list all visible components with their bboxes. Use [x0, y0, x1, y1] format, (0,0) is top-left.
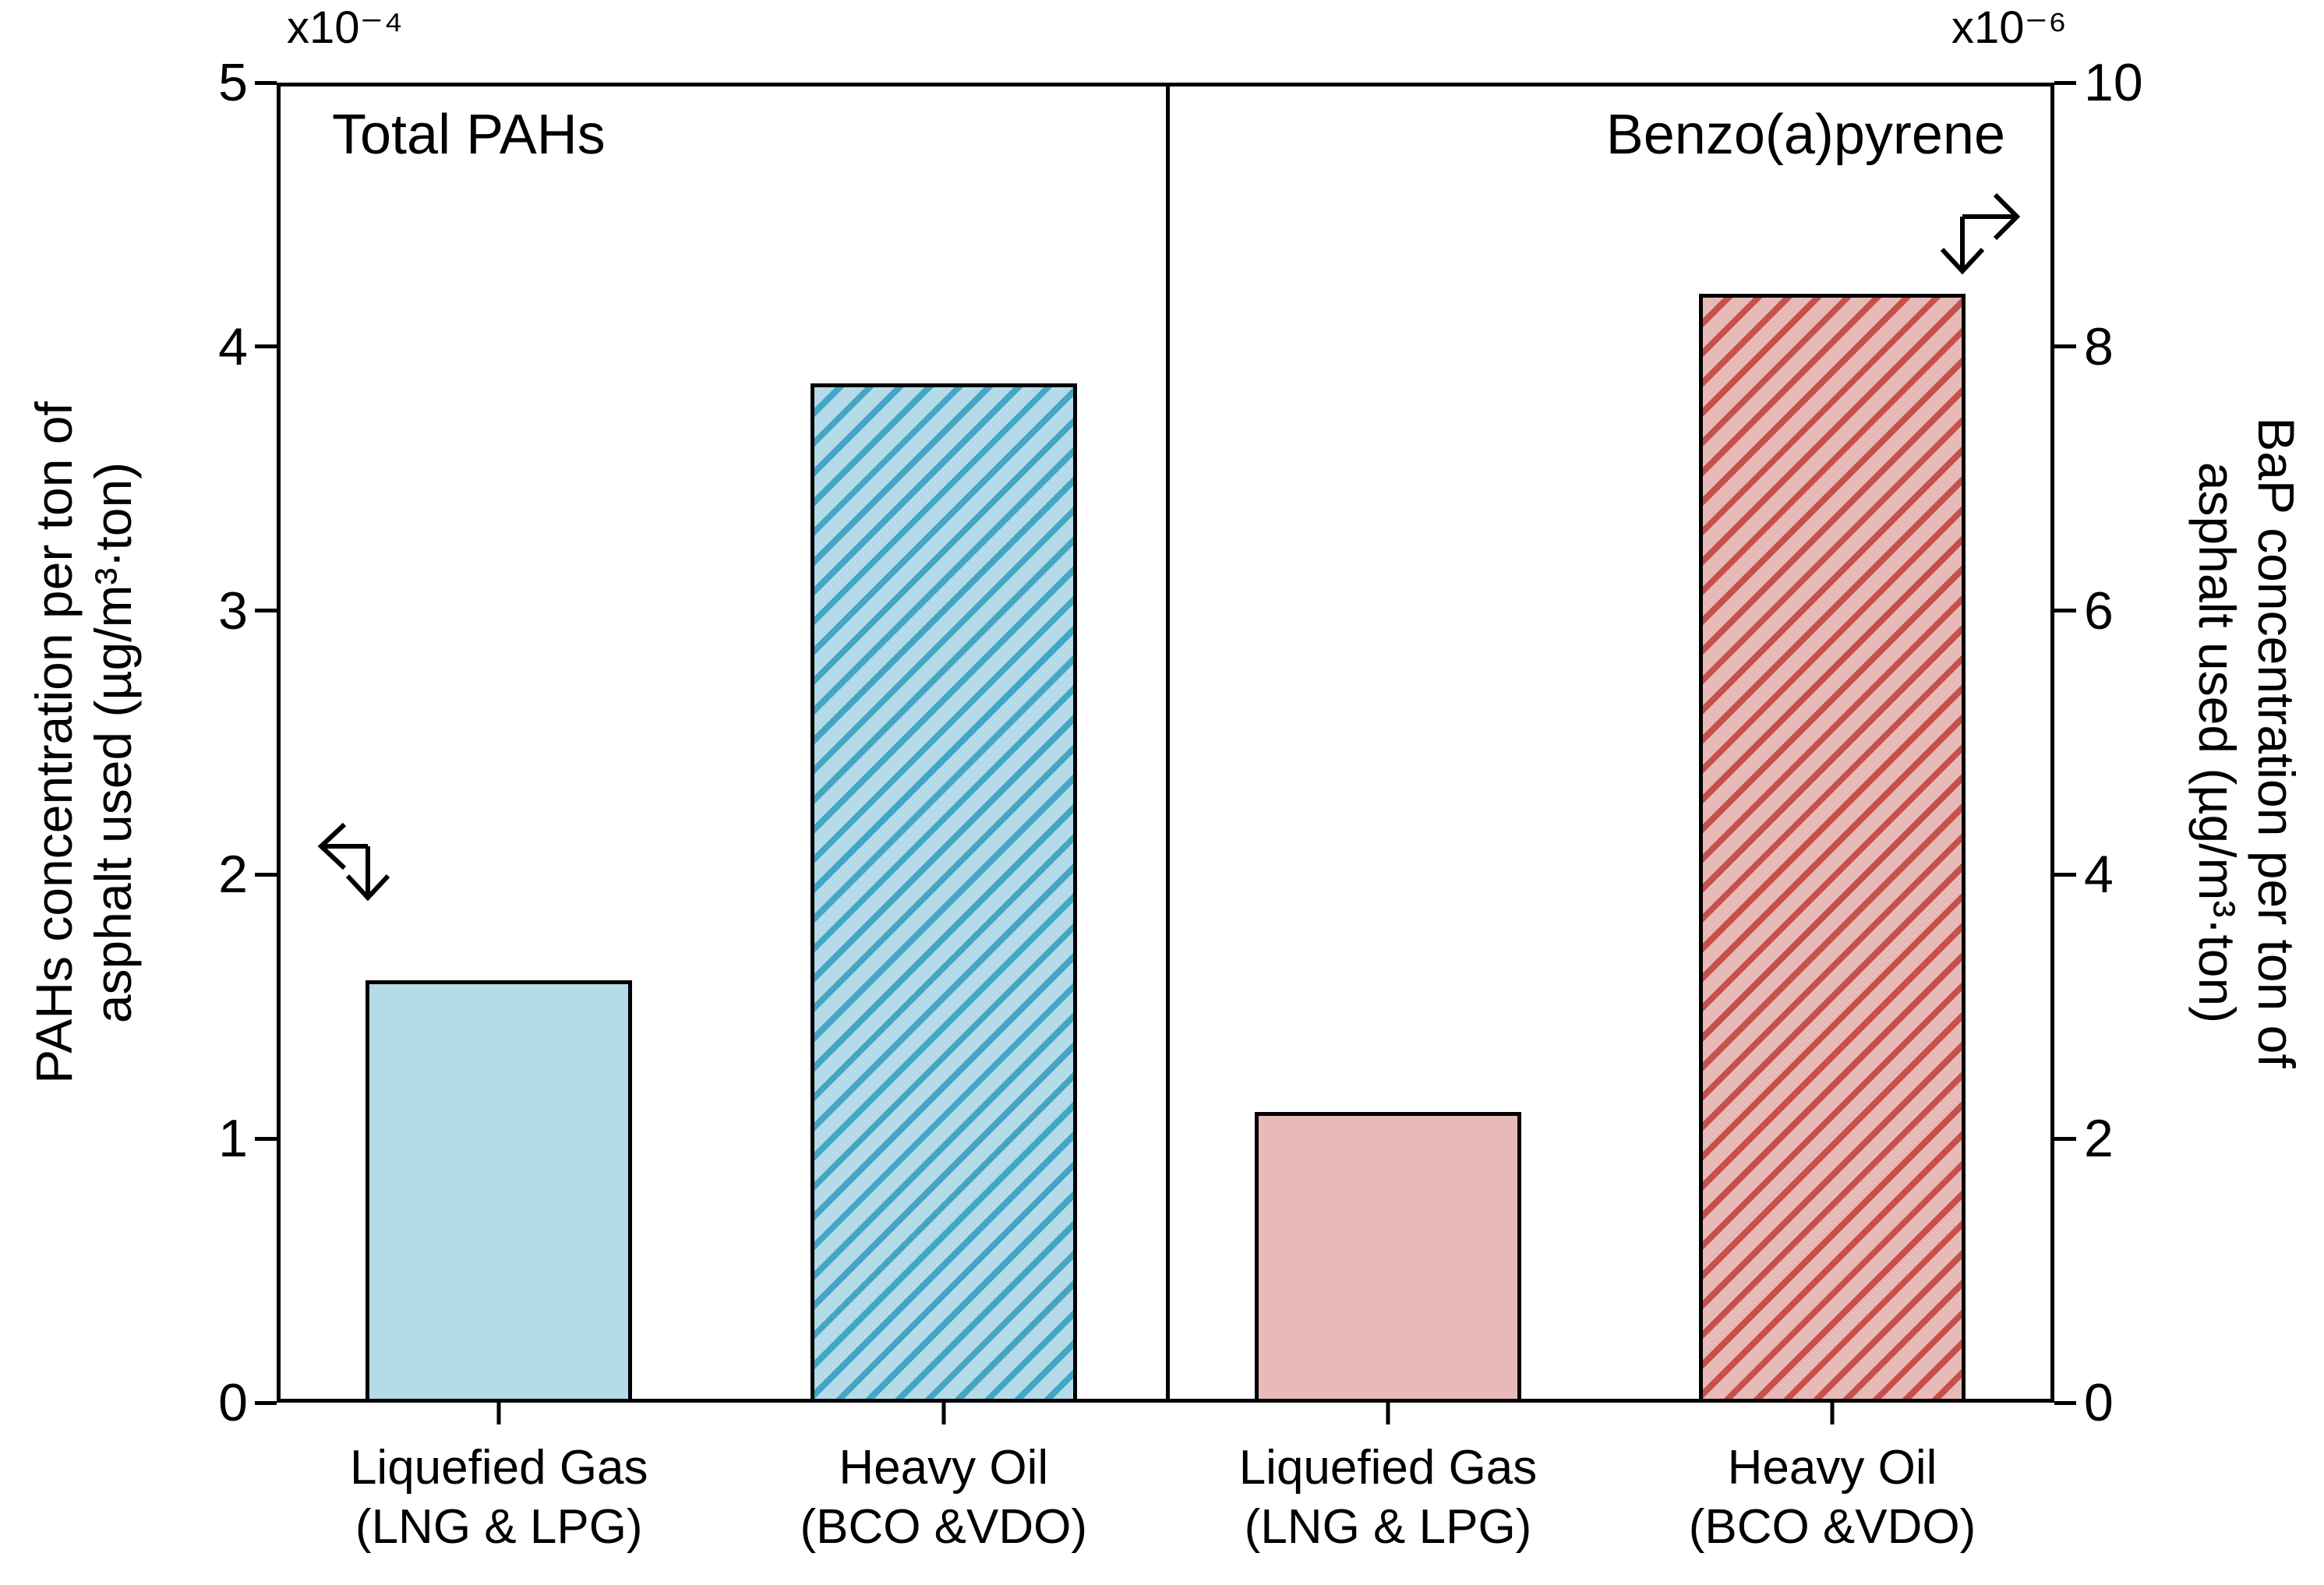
right-axis-tick-label: 6: [2084, 581, 2114, 641]
left-panel-title: Total PAHs: [332, 104, 606, 166]
x-axis-tick: [1830, 1403, 1835, 1424]
category-label-line2: (LNG & LPG): [355, 1500, 643, 1554]
right-axis-tick: [2054, 80, 2076, 85]
left-axis-tick-label: 1: [218, 1109, 248, 1169]
bar-benzo-a-pyrene-2: [1699, 294, 1966, 1403]
right-axis-tick: [2054, 344, 2076, 349]
panel-divider: [1166, 86, 1170, 1399]
left-axis-tick-label: 4: [218, 316, 248, 376]
right-axis-tick: [2054, 609, 2076, 613]
x-axis-tick: [1386, 1403, 1390, 1424]
left-axis-tick-label: 5: [218, 53, 248, 112]
right-axis-tick: [2054, 1400, 2076, 1405]
right-axis-tick-label: 0: [2084, 1373, 2114, 1432]
x-axis-tick: [496, 1403, 501, 1424]
bar-total-pahs-2: [810, 383, 1077, 1403]
left-axis-tick: [255, 872, 277, 877]
left-axis-title-line1: PAHs concentration per ton of: [25, 401, 83, 1084]
category-label-line2: (LNG & LPG): [1244, 1500, 1532, 1554]
right-axis-title-line1: BaP concentration per ton of: [2248, 417, 2305, 1068]
right-axis-tick: [2054, 1136, 2076, 1141]
left-axis-tick-label: 2: [218, 845, 248, 905]
right-axis-tick-label: 2: [2084, 1109, 2114, 1169]
left-axis-tick: [255, 1136, 277, 1141]
left-axis-tick: [255, 1400, 277, 1405]
right-axis-tick: [2054, 872, 2076, 877]
category-label: Heavy Oil (BCO &VDO): [800, 1439, 1087, 1557]
category-label-line2: (BCO &VDO): [1688, 1500, 1976, 1554]
left-axis-tick: [255, 80, 277, 85]
left-axis-tick-label: 3: [218, 581, 248, 641]
category-label: Heavy Oil (BCO &VDO): [1689, 1439, 1976, 1557]
right-axis-tick-label: 4: [2084, 845, 2114, 905]
right-axis-offset-label: x10⁻⁶: [1951, 2, 2067, 53]
category-label-line1: Liquefied Gas: [349, 1441, 648, 1495]
left-axis-tick: [255, 609, 277, 613]
category-label: Liquefied Gas (LNG & LPG): [1239, 1439, 1538, 1557]
category-label-line2: (BCO &VDO): [800, 1500, 1088, 1554]
category-label-line1: Heavy Oil: [1727, 1441, 1937, 1495]
left-axis-title: PAHs concentration per ton of asphalt us…: [24, 401, 143, 1084]
category-label: Liquefied Gas (LNG & LPG): [350, 1439, 648, 1557]
left-axis-tick-label: 0: [218, 1373, 248, 1432]
category-label-line1: Liquefied Gas: [1238, 1441, 1538, 1495]
left-axis-offset-label: x10⁻⁴: [287, 2, 404, 53]
right-axis-tick-label: 8: [2084, 316, 2114, 376]
category-label-line1: Heavy Oil: [839, 1441, 1049, 1495]
plot-area: Total PAHs Benzo(a)pyrene: [277, 83, 2054, 1403]
bar-benzo-a-pyrene-1: [1255, 1112, 1521, 1403]
left-axis-tick: [255, 344, 277, 349]
x-axis-tick: [941, 1403, 946, 1424]
bar-total-pahs-1: [366, 980, 633, 1403]
right-axis-title: BaP concentration per ton of asphalt use…: [2188, 417, 2306, 1068]
right-axis-title-line2: asphalt used (µg/m³·ton): [2188, 461, 2246, 1024]
right-panel-title: Benzo(a)pyrene: [1605, 104, 2005, 166]
right-axis-tick-label: 10: [2084, 53, 2143, 112]
left-axis-title-line2: asphalt used (µg/m³·ton): [84, 461, 142, 1024]
